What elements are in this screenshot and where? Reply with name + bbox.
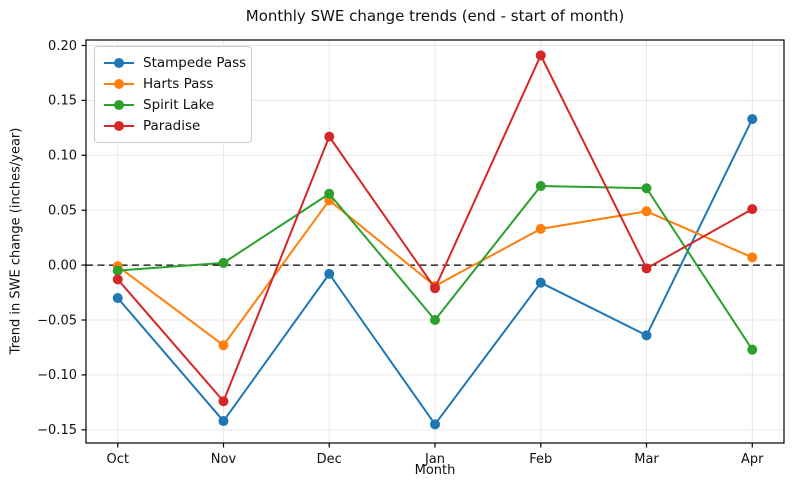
y-tick-label: −0.05 — [37, 313, 77, 328]
legend-line-marker-icon — [104, 57, 134, 69]
data-point-stampede-pass-jan — [430, 419, 440, 430]
data-point-stampede-pass-oct — [112, 293, 123, 304]
x-tick-label-dec: Dec — [317, 452, 342, 467]
legend-item-label: Paradise — [143, 118, 201, 134]
legend-item-label: Stampede Pass — [143, 55, 247, 71]
data-point-stampede-pass-dec — [324, 268, 335, 279]
data-point-spirit-lake-oct — [112, 265, 123, 276]
y-tick-label: −0.15 — [37, 423, 77, 438]
data-point-harts-pass-feb — [535, 223, 546, 234]
x-tick-label-feb: Feb — [529, 452, 552, 467]
x-tick-label-oct: Oct — [106, 452, 128, 467]
x-tick-label-jan: Jan — [424, 452, 445, 467]
x-axis-ticks: Oct Nov Dec Jan Feb Mar Apr — [106, 443, 764, 467]
data-point-paradise-feb — [535, 50, 546, 61]
data-point-spirit-lake-jan — [430, 315, 440, 326]
data-point-stampede-pass-mar — [641, 330, 652, 341]
x-tick-label-nov: Nov — [211, 452, 237, 467]
data-point-spirit-lake-mar — [641, 183, 652, 194]
legend-item-harts-pass: Harts Pass — [104, 75, 241, 93]
legend: Stampede Pass Harts Pass Spirit Lake Paradi… — [94, 46, 252, 143]
data-point-paradise-jan — [430, 283, 440, 294]
legend-item-label: Harts Pass — [143, 76, 214, 92]
y-tick-label: 0.05 — [48, 203, 77, 218]
data-point-paradise-dec — [324, 131, 335, 142]
series-stampede-pass — [112, 114, 758, 430]
data-point-stampede-pass-nov — [218, 416, 229, 427]
data-point-spirit-lake-nov — [218, 257, 229, 268]
legend-item-label: Spirit Lake — [143, 97, 215, 113]
y-tick-label: 0.20 — [48, 39, 77, 54]
x-tick-label-mar: Mar — [634, 452, 659, 467]
data-point-harts-pass-nov — [218, 340, 229, 351]
legend-item-spirit-lake: Spirit Lake — [104, 96, 241, 114]
legend-item-stampede-pass: Stampede Pass — [104, 54, 246, 72]
data-point-spirit-lake-dec — [324, 188, 335, 199]
data-point-stampede-pass-feb — [535, 277, 546, 288]
chart-title: Monthly SWE change trends (end - start o… — [245, 7, 625, 25]
data-point-spirit-lake-feb — [535, 181, 546, 192]
data-point-paradise-nov — [218, 396, 229, 407]
data-point-harts-pass-apr — [747, 252, 758, 263]
data-point-spirit-lake-apr — [747, 344, 758, 355]
series-paradise — [112, 50, 758, 407]
x-axis-label: Month — [414, 463, 456, 478]
data-point-harts-pass-mar — [641, 206, 652, 217]
y-tick-label: 0.15 — [48, 94, 77, 109]
y-tick-label: −0.10 — [37, 368, 77, 383]
data-point-paradise-mar — [641, 263, 652, 274]
data-point-paradise-apr — [747, 204, 758, 215]
y-axis-ticks: 0.20 0.15 0.10 0.05 0.00 −0.05 −0.10 −0.15 — [37, 39, 86, 438]
series-spirit-lake — [112, 181, 758, 355]
legend-line-marker-icon — [104, 120, 134, 132]
y-tick-label: 0.10 — [48, 149, 77, 164]
x-tick-label-apr: Apr — [741, 452, 764, 467]
y-tick-label: 0.00 — [48, 258, 77, 273]
legend-line-marker-icon — [104, 99, 134, 111]
data-point-paradise-oct — [112, 274, 123, 285]
legend-item-paradise: Paradise — [104, 117, 241, 135]
data-point-stampede-pass-apr — [747, 114, 758, 125]
legend-line-marker-icon — [104, 78, 134, 90]
